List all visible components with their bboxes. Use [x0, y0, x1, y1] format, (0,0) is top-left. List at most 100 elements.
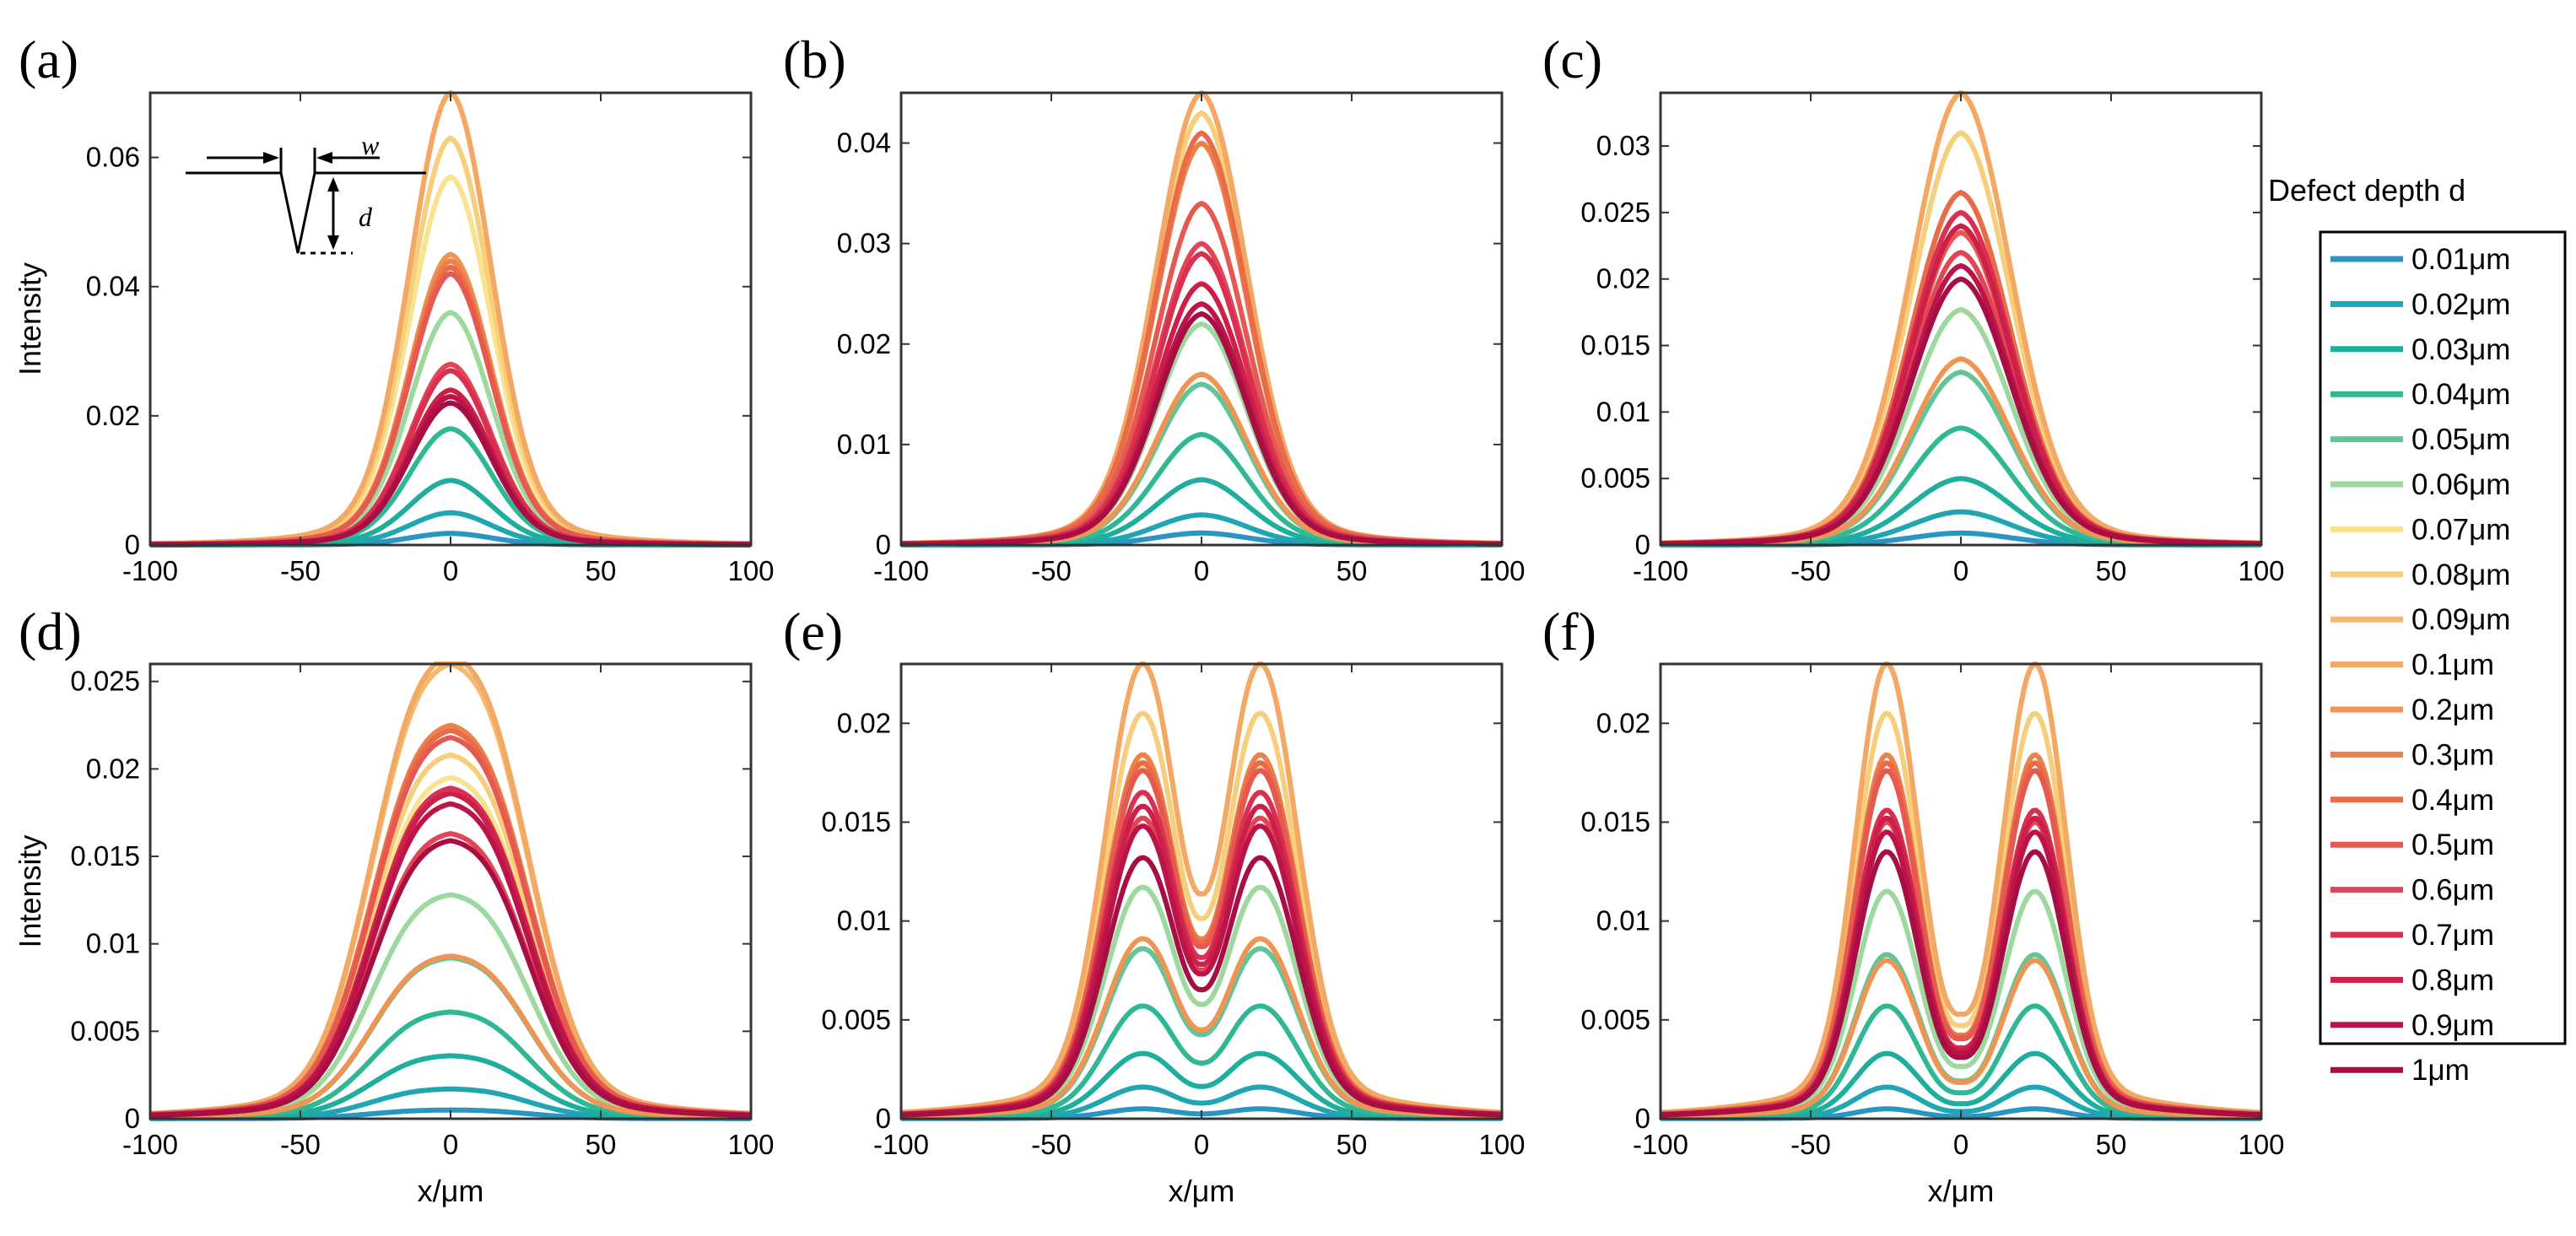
x-tick-label: 50 [1337, 1129, 1368, 1160]
x-tick-label: -50 [280, 555, 321, 586]
legend-label: 0.5μm [2411, 828, 2494, 861]
legend-label: 0.9μm [2411, 1009, 2494, 1042]
plot-frame [149, 91, 753, 547]
legend-label: 0.05μm [2411, 424, 2510, 456]
y-tick-label: 0 [1635, 529, 1650, 560]
x-tick-label: 100 [2238, 555, 2284, 586]
panel-b: -100 -50 0 50 100 0 0.01 0.02 0.03 0.04 (b) [783, 30, 1526, 586]
inset-arrowhead [263, 152, 279, 164]
x-tick-label: -100 [1633, 555, 1688, 586]
x-tick-label: 0 [443, 1129, 458, 1160]
y-tick-label: 0.015 [1580, 330, 1650, 361]
x-tick-label: 100 [1478, 1129, 1525, 1160]
y-tick-label: 0.06 [86, 142, 140, 173]
y-tick-label: 0.005 [821, 1004, 891, 1035]
y-tick-label: 0.01 [837, 429, 891, 460]
inset-arrowhead [327, 177, 339, 192]
x-tick-label: -50 [1790, 1129, 1831, 1160]
panel-label: (e) [783, 602, 843, 661]
legend-label: 0.4μm [2411, 784, 2494, 817]
series-line [1660, 849, 2262, 1118]
y-tick-label: 0.02 [86, 400, 140, 431]
x-axis-label: x/μm [1928, 1174, 1995, 1208]
x-tick-label: -50 [1031, 1129, 1072, 1160]
legend-label: 0.02μm [2411, 288, 2510, 321]
panel-d: -100 -50 0 50 100 0 0.005 0.01 0.015 0.02 0.025 (d)… [13, 602, 775, 1208]
y-tick-label: 0.005 [1580, 1004, 1650, 1035]
x-tick-label: 50 [2096, 1129, 2127, 1160]
y-tick-label: 0.02 [837, 328, 891, 359]
legend-items: 0.01μm 0.02μm 0.03μm 0.04μm 0.05μm 0.06μm 0.07… [2330, 243, 2510, 1087]
legend-label: 0.01μm [2411, 243, 2510, 276]
plot-frame [1659, 91, 2263, 547]
y-tick-label: 0.01 [1596, 396, 1650, 427]
legend-label: 0.6μm [2411, 874, 2494, 907]
panels: -100 -50 0 50 100 0 0.02 0.04 0.06 (a) Intensity -1… [13, 30, 2285, 1208]
x-tick-label: 0 [443, 555, 458, 586]
legend-label: 0.09μm [2411, 603, 2510, 636]
legend-label: 0.06μm [2411, 468, 2510, 501]
plot-frame [1659, 662, 2263, 1120]
y-tick-label: 0 [125, 1103, 140, 1134]
panel-label: (a) [19, 30, 78, 89]
y-tick-label: 0.01 [837, 905, 891, 936]
series-group [1660, 661, 2262, 1121]
legend-box [2319, 230, 2567, 1045]
x-tick-label: 50 [1337, 555, 1368, 586]
panel-label: (f) [1542, 602, 1596, 661]
legend-label: 0.04μm [2411, 378, 2510, 411]
series-line [1661, 276, 2261, 547]
x-tick-label: -100 [122, 1129, 178, 1160]
panel-f: -100 -50 0 50 100 0 0.005 0.01 0.015 0.02 (f) x/μm [1542, 602, 2285, 1208]
y-tick-label: 0.02 [86, 753, 140, 784]
series-line [900, 661, 1503, 1115]
x-tick-label: -100 [1633, 1129, 1688, 1160]
series-line [1660, 661, 2262, 1115]
y-tick-label: 0.015 [821, 806, 891, 837]
x-tick-label: -100 [873, 1129, 929, 1160]
panel-e: -100 -50 0 50 100 0 0.005 0.01 0.015 0.02 (e) x/μm [783, 602, 1526, 1208]
inset-v-groove [279, 172, 316, 254]
y-tick-label: 0.015 [70, 840, 140, 872]
panel-c: -100 -50 0 50 100 0 0.005 0.01 0.015 0.02 0.025 0.0… [1542, 30, 2285, 586]
x-tick-label: -50 [280, 1129, 321, 1160]
legend-title: Defect depth d [2268, 173, 2465, 208]
panel-label: (d) [19, 602, 82, 661]
series-line [149, 838, 752, 1119]
x-tick-label: 0 [1194, 1129, 1209, 1160]
y-axis-label: Intensity [13, 262, 47, 375]
legend-label: 0.7μm [2411, 919, 2494, 952]
y-tick-label: 0.015 [1580, 806, 1650, 837]
inset-arrowhead [316, 152, 332, 164]
y-tick-label: 0.04 [837, 127, 891, 159]
y-tick-label: 0.01 [86, 928, 140, 959]
x-tick-label: 0 [1953, 1129, 1968, 1160]
x-tick-label: 100 [727, 555, 774, 586]
panel-a: -100 -50 0 50 100 0 0.02 0.04 0.06 (a) Intensity [13, 30, 775, 586]
x-tick-label: 50 [586, 555, 617, 586]
legend: Defect depth d 0.01μm 0.02μm 0.03μm 0.04μm 0… [2268, 173, 2567, 1087]
y-tick-label: 0.04 [86, 271, 140, 302]
x-tick-label: -100 [122, 555, 178, 586]
legend-label: 0.03μm [2411, 333, 2510, 366]
x-tick-label: 50 [586, 1129, 617, 1160]
y-tick-label: 0.025 [1580, 197, 1650, 228]
x-axis-label: x/μm [1169, 1174, 1235, 1208]
y-tick-label: 0.02 [837, 707, 891, 738]
y-tick-label: 0.02 [1596, 707, 1650, 738]
y-tick-label: 0.005 [1580, 462, 1650, 494]
y-tick-label: 0.03 [1596, 130, 1650, 161]
series-line [900, 936, 1503, 1119]
y-tick-label: 0.01 [1596, 905, 1650, 936]
legend-label: 0.1μm [2411, 649, 2494, 682]
series-line [901, 311, 1502, 547]
series-line [900, 855, 1503, 1118]
series-line [149, 400, 752, 548]
y-tick-label: 0.025 [70, 666, 140, 697]
inset-arrowhead [327, 235, 339, 250]
x-tick-label: 0 [1194, 555, 1209, 586]
x-tick-label: 50 [2096, 555, 2127, 586]
x-tick-label: 0 [1953, 555, 1968, 586]
panel-label: (c) [1542, 30, 1602, 89]
